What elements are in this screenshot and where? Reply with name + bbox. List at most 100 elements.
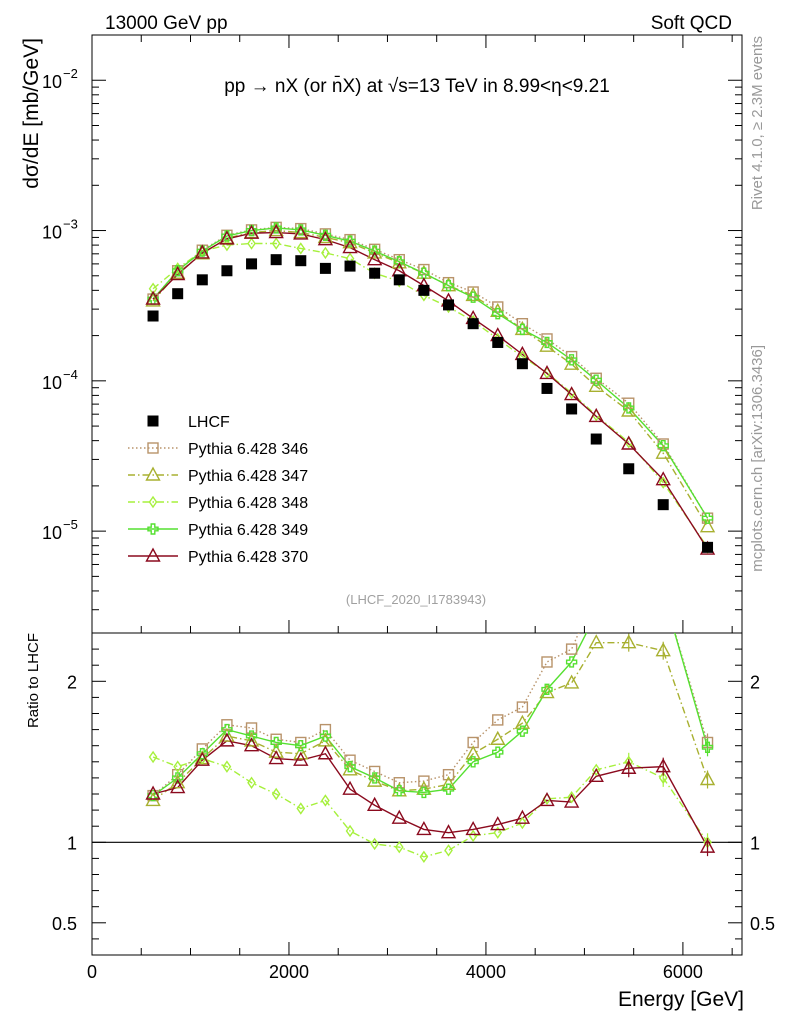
ratio-plot-marks [92, 588, 742, 864]
series-point [701, 512, 714, 524]
data-point [657, 499, 669, 511]
legend-marker-lhcf [147, 415, 159, 427]
ratio-tick-label: 0.5 [52, 914, 77, 934]
series-point [516, 317, 529, 330]
legend: LHCF Pythia 6.428 346 Pythia 6.428 347 Pyth… [128, 414, 308, 566]
series-point [655, 471, 671, 486]
ratio-point [563, 793, 580, 808]
plot-title: pp → nX (or n̄X) at √s=13 TeV in 8.99<η<… [224, 76, 610, 97]
ratio-point [419, 850, 429, 864]
ratio-point [293, 745, 309, 760]
ratio-point [145, 785, 161, 800]
series-point [342, 234, 358, 249]
series-point [243, 224, 260, 239]
legend-marker [145, 466, 161, 481]
y-tick-label-exponent: −3 [63, 217, 78, 232]
ratio-point [492, 714, 504, 726]
ratio-point [565, 643, 578, 655]
series-point [145, 292, 161, 307]
series-point [588, 377, 604, 392]
data-point [623, 463, 635, 475]
x-tick-label: 4000 [466, 962, 506, 982]
series-point [366, 244, 383, 259]
legend-marker [145, 547, 161, 562]
ratio-point [196, 748, 209, 760]
ratio-point [701, 741, 714, 754]
data-point [590, 433, 602, 445]
x-axis-label: Energy [GeV] [618, 988, 744, 1011]
side-label-mcplots: mcplots.cern.ch [arXiv:1306.3436] [749, 345, 766, 572]
ratio-line [152, 740, 709, 848]
series-point [563, 386, 580, 401]
x-tick-label: 2000 [269, 962, 309, 982]
series-point [391, 254, 407, 269]
series-point [442, 279, 455, 292]
data-point [344, 260, 356, 272]
series-point [490, 302, 506, 318]
series-point [293, 225, 309, 240]
series-point [344, 235, 356, 247]
ratio-point [243, 737, 260, 752]
ratio-point [567, 790, 576, 804]
tick-marks [91, 34, 742, 955]
series-point [623, 397, 635, 409]
ratio-point [516, 701, 529, 713]
series-point [588, 407, 604, 423]
data-point [172, 288, 184, 300]
data-point [492, 336, 504, 348]
y-tick-label-base: 10 [42, 72, 62, 92]
ratio-point [319, 730, 332, 742]
ratio-point [440, 824, 457, 839]
series-point [194, 244, 210, 259]
ratio-point [393, 785, 405, 797]
ratio-point [321, 794, 330, 807]
ratio-point [467, 756, 479, 768]
ratio-point [539, 791, 555, 807]
ratio-point [344, 760, 356, 773]
data-point [566, 403, 578, 415]
ratio-point [345, 824, 355, 838]
ratio-point [391, 809, 407, 824]
series-point [219, 230, 235, 245]
ratio-point [493, 826, 503, 839]
series-line [152, 242, 709, 548]
ratio-point [516, 725, 529, 737]
ratio-point [624, 588, 634, 598]
data-point [443, 299, 455, 311]
analysis-tag: (LHCF_2020_I1783943) [346, 592, 486, 607]
series-point [658, 476, 668, 489]
header-right: Soft QCD [651, 13, 732, 34]
y-tick-label-exponent: −4 [63, 367, 78, 382]
ratio-point [658, 588, 668, 598]
series-point [541, 336, 553, 349]
series-point [492, 307, 504, 320]
ratio-tick-label: 1 [67, 833, 77, 853]
ratio-point [699, 838, 716, 853]
series-point [268, 224, 284, 239]
series-point [565, 350, 578, 363]
series-point [271, 237, 281, 250]
ratio-point [368, 772, 381, 784]
series-point [296, 242, 306, 255]
ratio-point [591, 588, 601, 598]
ratio-point [591, 763, 601, 777]
data-point [246, 258, 258, 270]
data-point [319, 262, 331, 274]
data-point [196, 274, 208, 286]
ratio-point [416, 780, 432, 795]
ratio-point [271, 787, 281, 801]
series-point [295, 224, 307, 236]
ratio-line [152, 633, 709, 797]
ratio-point [243, 732, 260, 747]
series-point [317, 231, 334, 246]
legend-marker [147, 442, 159, 454]
ratio-point [317, 745, 334, 760]
series-point [145, 290, 161, 305]
ratio-point [465, 820, 481, 836]
legend-label: Pythia 6.428 348 [188, 495, 308, 512]
data-point [541, 382, 553, 394]
legend-label: Pythia 6.428 347 [188, 468, 308, 485]
series-point [247, 237, 256, 250]
y-tick-label-exponent: −5 [63, 517, 78, 532]
